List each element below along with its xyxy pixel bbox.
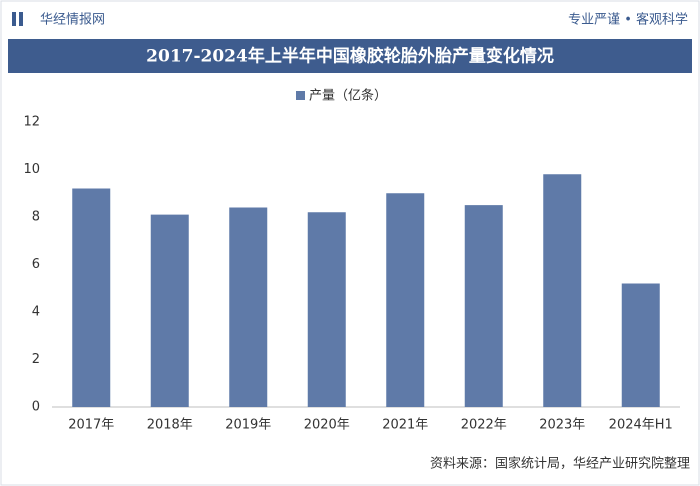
bar [229, 207, 268, 407]
x-tick-label: 2018年 [147, 418, 193, 433]
legend-swatch [296, 91, 305, 100]
x-tick-label: 2017年 [68, 418, 114, 433]
y-tick-label: 0 [32, 400, 40, 415]
slogan: 专业严谨 • 客观科学 [568, 12, 688, 28]
x-tick-label: 2020年 [304, 418, 350, 433]
chart-title: 2017-2024年上半年中国橡胶轮胎外胎产量变化情况 [146, 46, 554, 67]
source: 资料来源：国家统计局，华经产业研究院整理 [430, 456, 690, 472]
logo-icon [19, 12, 23, 26]
x-tick-label: 2021年 [382, 418, 428, 433]
y-tick-label: 12 [23, 115, 40, 130]
x-tick-label: 2023年 [539, 418, 585, 433]
bar [150, 214, 189, 407]
bar [621, 283, 660, 407]
logo-icon [12, 12, 16, 26]
y-tick-label: 2 [32, 352, 40, 367]
x-tick-label: 2019年 [225, 418, 271, 433]
legend-label: 产量（亿条） [309, 88, 387, 104]
x-tick-label: 2022年 [461, 418, 507, 433]
y-tick-label: 10 [23, 162, 40, 177]
y-tick-label: 8 [32, 210, 40, 225]
bar [386, 193, 425, 407]
title-band [8, 39, 692, 73]
bar [464, 205, 503, 407]
bar [307, 212, 346, 407]
y-tick-label: 4 [32, 305, 40, 320]
y-tick-label: 6 [32, 257, 40, 272]
logo-text: 华经情报网 [40, 13, 105, 28]
bar [72, 188, 111, 407]
bar [543, 174, 582, 407]
x-tick-label: 2024年H1 [609, 418, 673, 433]
